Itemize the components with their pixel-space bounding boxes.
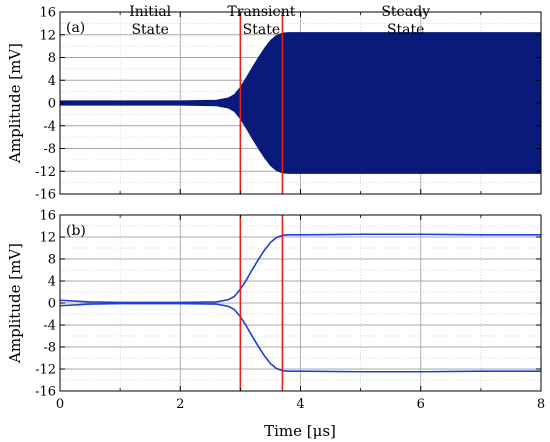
panel-b-y-tick-label: -8 [43, 341, 56, 356]
panel-a-y-tick-label: 0 [48, 97, 56, 112]
panel-b-panel-label: (b) [66, 223, 86, 239]
panel-a-oscillation-signal [60, 32, 541, 174]
panel-a: 16 12 8 4 0 -4 -8 -12 -16 Amplitude [mV] (a) Initia… [6, 4, 542, 203]
panel-a-y-tick-label: -8 [43, 142, 56, 157]
panel-a-y-tick-label: -16 [35, 188, 56, 203]
panel-b-y-tick-label: 0 [48, 297, 56, 312]
panel-a-panel-label: (a) [66, 20, 85, 36]
panel-a-y-tick-label: 16 [39, 6, 56, 21]
panel-b-series-group [60, 233, 541, 373]
panel-a-y-tick-label: -4 [43, 119, 56, 134]
panel-b-y-tick-label: 8 [48, 253, 56, 268]
panel-b-x-tick-label: 0 [56, 397, 64, 412]
panel-b-x-tick-label: 6 [417, 397, 425, 412]
state-label-1-line2: State [243, 22, 280, 38]
panel-a-y-tick-label: 8 [48, 51, 56, 66]
panel-a-y-tick-label: 12 [39, 28, 56, 43]
state-label-1-line1: Transient [227, 4, 295, 20]
panel-b-envelope-line-0 [60, 233, 541, 304]
panel-a-y-tick-label: 4 [48, 74, 56, 89]
state-label-2-line2: State [387, 22, 424, 38]
panel-a-y-tick-label: -12 [35, 165, 56, 180]
panel-b-x-tick-label: 2 [176, 397, 184, 412]
panel-b-y-tick-label: -16 [35, 385, 56, 400]
panel-a-y-axis-label: Amplitude [mV] [6, 43, 24, 164]
panel-a-series-group [60, 32, 541, 174]
state-label-2-line1: Steady [381, 4, 430, 20]
panel-b-y-axis-label: Amplitude [mV] [6, 243, 24, 364]
panel-b-y-tick-label: -4 [43, 319, 56, 334]
state-label-0-line1: Initial [129, 4, 171, 20]
state-label-0-line2: State [131, 22, 168, 38]
panel-b-x-tick-label: 4 [296, 397, 304, 412]
panel-b-y-tick-label: 12 [39, 231, 56, 246]
panel-b-y-tick-label: -12 [35, 363, 56, 378]
panel-b-y-tick-label: 4 [48, 275, 56, 290]
panel-b-envelope-line-1 [60, 302, 541, 373]
panel-b-x-tick-label: 8 [537, 397, 545, 412]
panel-b-y-tick-label: 16 [39, 209, 56, 224]
x-axis-label: Time [μs] [264, 422, 336, 440]
